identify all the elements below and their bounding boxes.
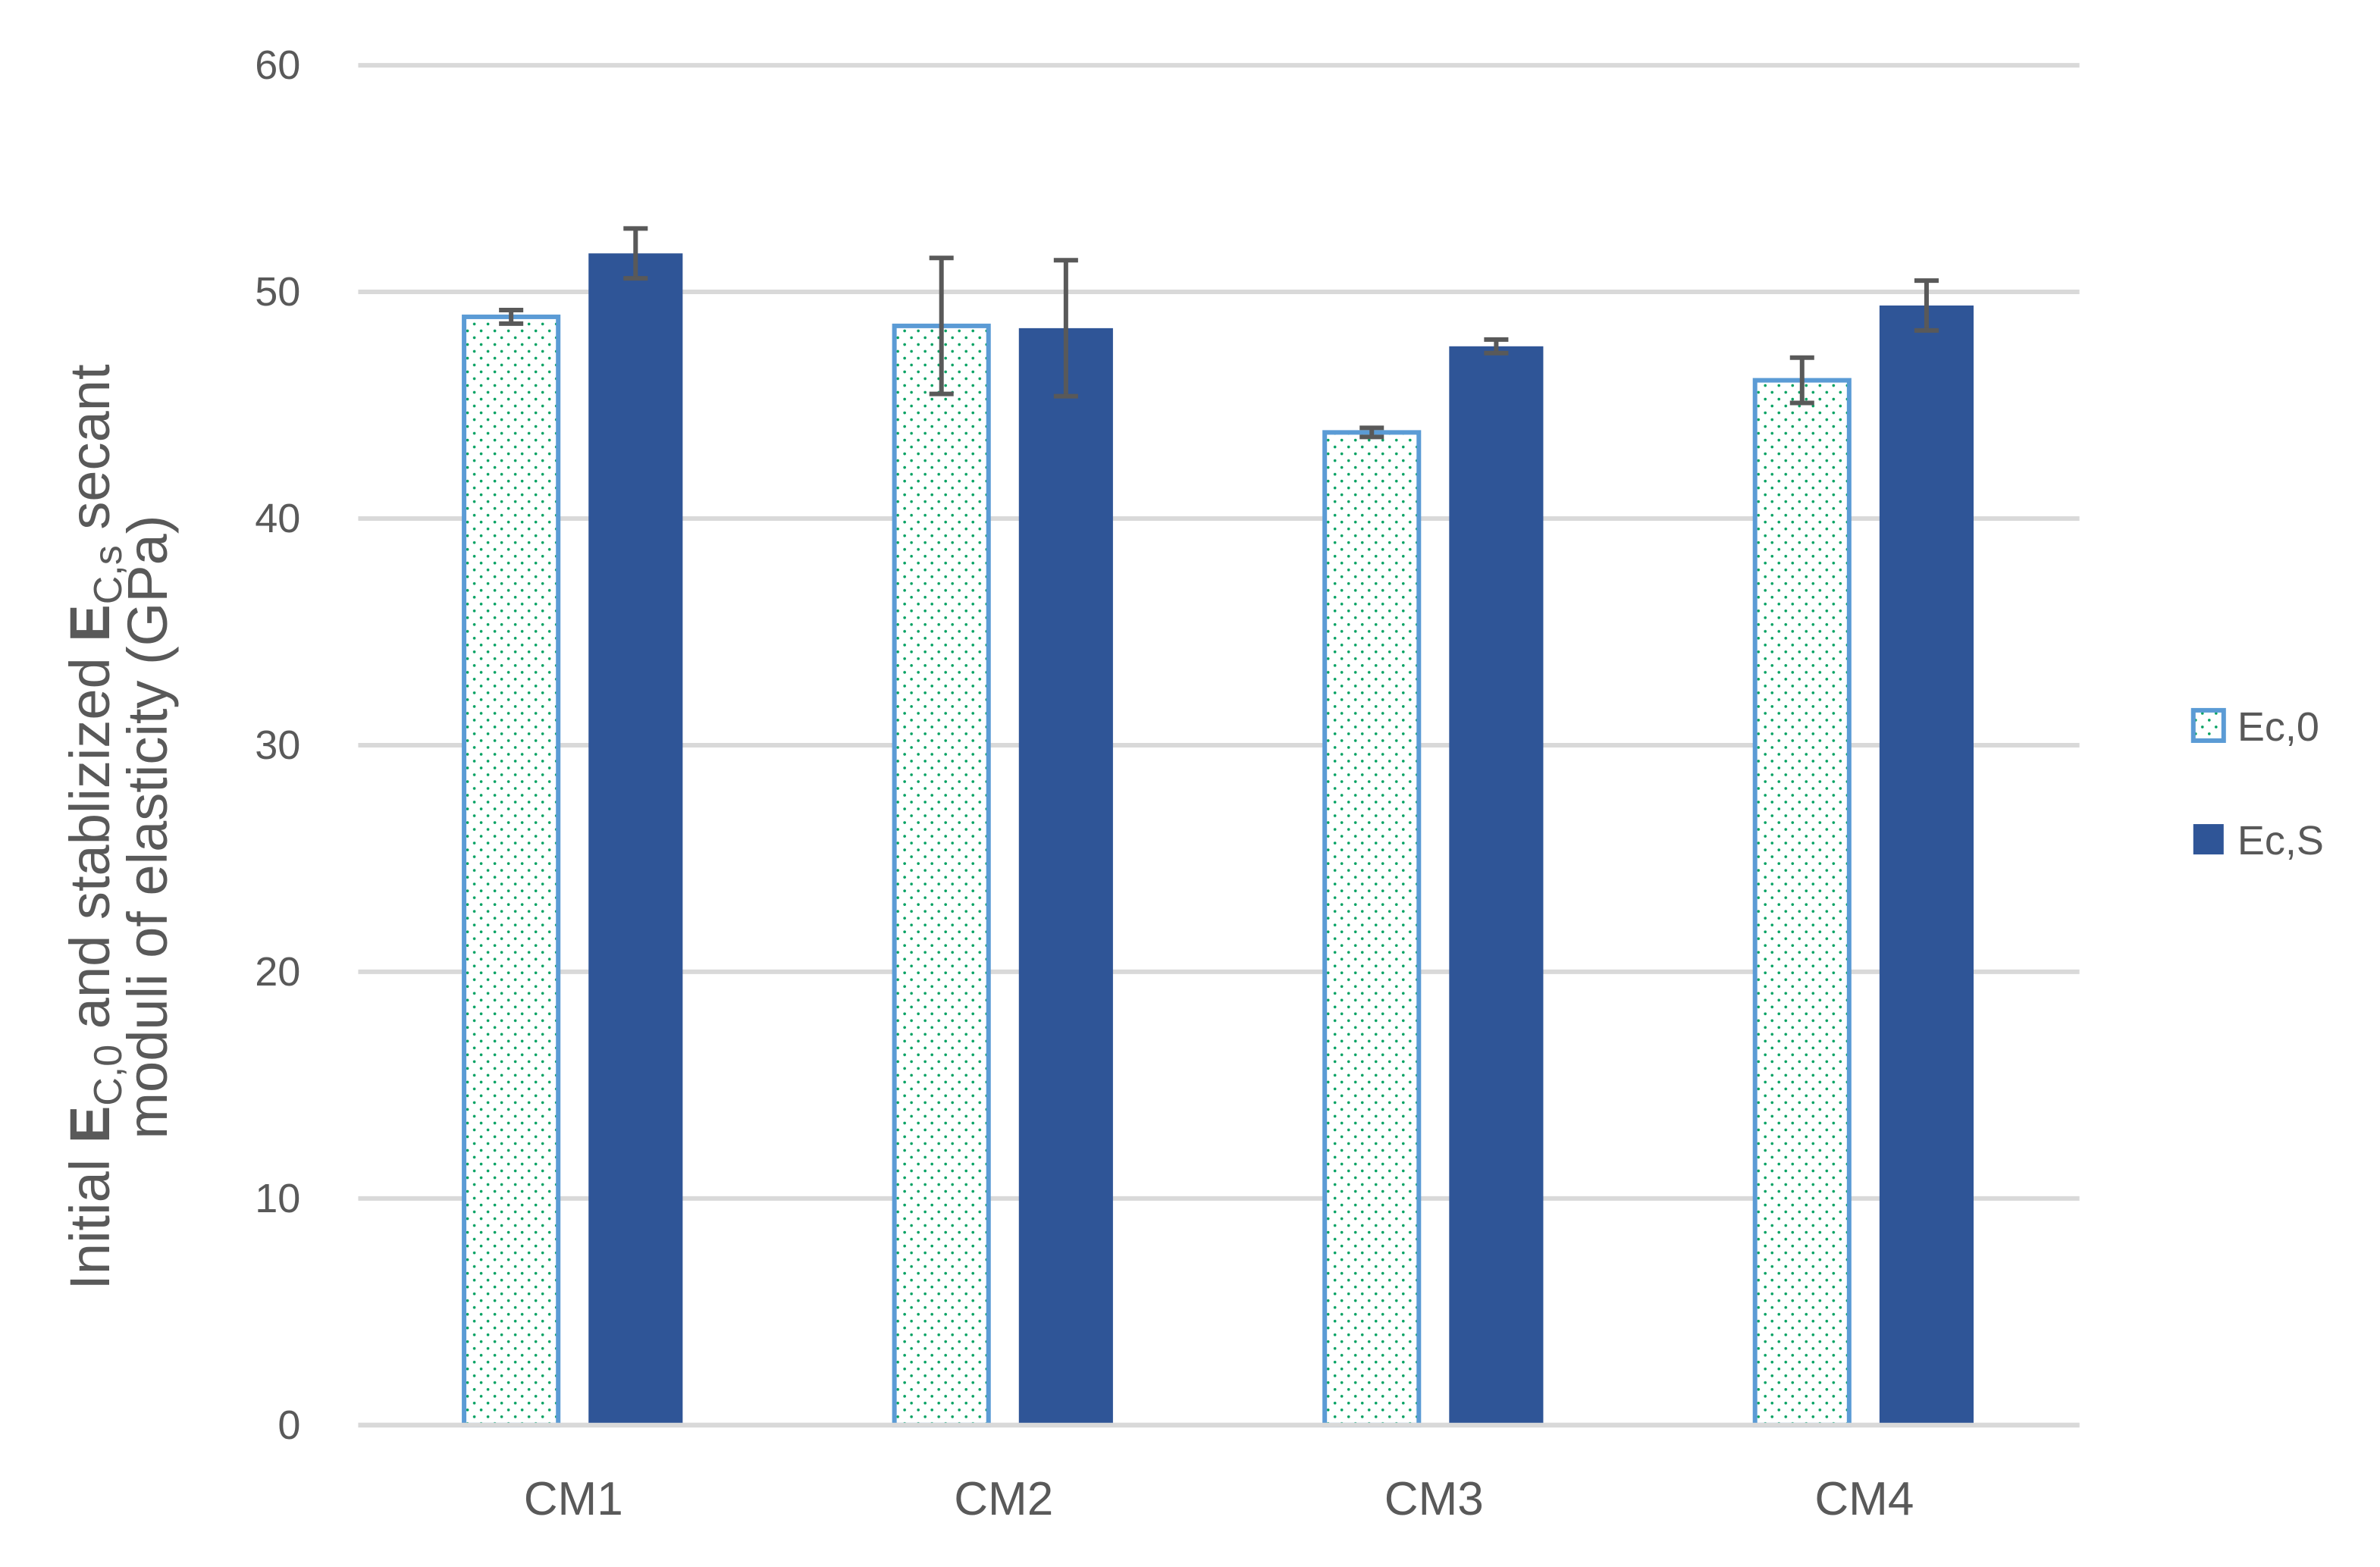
y-label-part: C,0 (86, 1045, 130, 1106)
x-tick-label: CM1 (524, 1473, 623, 1525)
legend-label: Ec,0 (2237, 704, 2319, 750)
bar (462, 314, 561, 1428)
bar (1322, 430, 1422, 1428)
bar (892, 323, 991, 1428)
y-label-part: E (58, 1106, 121, 1143)
bar (1752, 378, 1852, 1428)
y-tick-label: 20 (255, 949, 300, 995)
legend-label: Ec,S (2237, 818, 2324, 863)
y-axis-label: moduli of elasticity (GPa) (116, 515, 179, 1139)
y-label-part: C,s (86, 545, 130, 604)
y-tick-label: 50 (255, 269, 300, 315)
y-label-part: E (58, 604, 121, 641)
bar (588, 253, 683, 1425)
x-tick-label: CM4 (1814, 1473, 1914, 1525)
bar (1449, 346, 1544, 1425)
y-tick-label: 10 (255, 1176, 300, 1221)
y-axis-label: Initial EC,0 and stablizized EC,s secant (58, 364, 130, 1290)
y-tick-label: 0 (278, 1402, 300, 1448)
y-tick-label: 40 (255, 496, 300, 541)
bar (1018, 328, 1113, 1425)
legend-swatch (2190, 707, 2226, 743)
x-tick-label: CM3 (1384, 1473, 1484, 1525)
x-tick-label: CM2 (954, 1473, 1053, 1525)
legend-swatch (2193, 824, 2224, 855)
y-label-part: Initial (58, 1143, 121, 1290)
y-label-part: secant (58, 364, 121, 545)
y-label-part: and stablizized (58, 642, 121, 1045)
y-tick-label: 60 (255, 42, 300, 88)
bar (1879, 305, 1974, 1425)
y-tick-label: 30 (255, 722, 300, 768)
